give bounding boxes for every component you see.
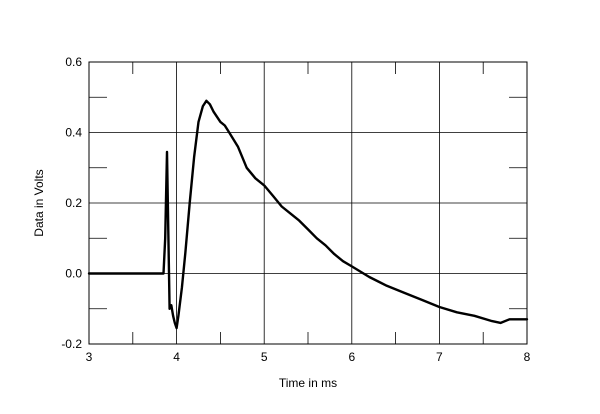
y-axis-label: Data in Volts xyxy=(32,169,46,236)
y-tick-label: 0.2 xyxy=(65,196,82,210)
y-tick-label: 0.0 xyxy=(65,267,82,281)
series-line xyxy=(87,99,529,330)
series-layer xyxy=(87,99,529,330)
y-tick-label: 0.6 xyxy=(65,55,82,69)
x-tick-label: 6 xyxy=(348,350,355,364)
grid-layer xyxy=(89,62,527,344)
x-tick-label: 8 xyxy=(524,350,531,364)
x-tick-label: 5 xyxy=(261,350,268,364)
y-tick-label: -0.2 xyxy=(61,337,82,351)
plot-frame xyxy=(88,61,528,345)
label-layer: 3 4 5 6 7 8 -0.2 0.0 0.2 0.4 0.6 xyxy=(61,55,530,364)
x-tick-label: 7 xyxy=(436,350,443,364)
x-axis-label: Time in ms xyxy=(279,376,337,390)
tick-layer xyxy=(89,62,527,344)
x-tick-label: 4 xyxy=(173,350,180,364)
y-tick-label: 0.4 xyxy=(65,126,82,140)
x-tick-label: 3 xyxy=(86,350,93,364)
